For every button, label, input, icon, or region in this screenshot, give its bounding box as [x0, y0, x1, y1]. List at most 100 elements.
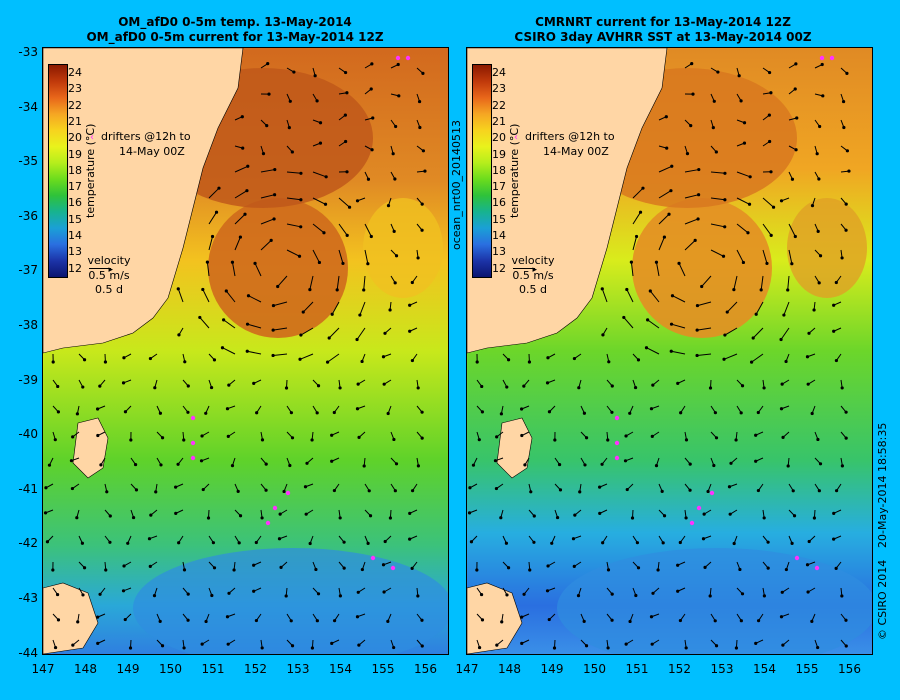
current-arrow-head — [754, 312, 758, 316]
current-arrow-head — [342, 566, 346, 570]
drifter-point — [689, 520, 695, 526]
current-arrow-head — [347, 205, 352, 209]
current-arrow-head — [786, 288, 790, 292]
current-arrow-head — [754, 433, 758, 437]
current-arrow-head — [305, 461, 309, 465]
current-arrow-head — [103, 360, 108, 364]
current-arrow-head — [779, 199, 784, 203]
right-map-panel[interactable] — [466, 47, 873, 655]
current-arrow-head — [650, 434, 654, 438]
current-arrow — [646, 347, 660, 355]
current-arrow-head — [260, 438, 265, 442]
current-arrow-head — [506, 358, 511, 362]
current-arrow-head — [817, 177, 821, 181]
left-map-panel[interactable] — [42, 47, 449, 655]
current-arrow-head — [739, 99, 743, 103]
current-arrow — [630, 262, 634, 277]
current-arrow-head — [520, 433, 524, 438]
current-arrow-head — [245, 349, 249, 353]
drifter-point — [819, 55, 825, 61]
current-arrow-head — [252, 589, 256, 593]
current-arrow-head — [391, 152, 395, 156]
current-arrow-head — [624, 434, 628, 438]
current-arrow-head — [246, 164, 250, 168]
current-arrow-head — [371, 116, 375, 120]
current-arrow-head — [572, 564, 576, 568]
current-arrow-head — [423, 169, 427, 173]
current-arrow-head — [53, 438, 57, 442]
current-arrow-head — [416, 386, 420, 390]
current-arrow-head — [832, 329, 836, 333]
current-arrow — [710, 171, 725, 174]
current-arrow-head — [679, 411, 683, 415]
current-arrow-head — [288, 99, 292, 103]
current-arrow-head — [816, 229, 820, 233]
current-arrow-head — [834, 280, 838, 285]
current-arrow-head — [421, 149, 425, 153]
current-arrow-head — [210, 234, 215, 239]
current-arrow-head — [844, 436, 848, 440]
current-arrow-head — [495, 435, 499, 439]
current-arrow-head — [355, 337, 359, 342]
current-arrow — [671, 350, 686, 355]
current-arrow-head — [345, 233, 349, 237]
current-arrow — [286, 197, 301, 201]
current-arrow — [751, 353, 764, 363]
current-arrow-head — [408, 329, 412, 333]
latitude-label: -34 — [18, 99, 38, 114]
current-arrow — [359, 301, 366, 316]
current-arrow-head — [56, 618, 61, 622]
current-arrow-head — [260, 646, 264, 650]
current-arrow-head — [366, 177, 371, 181]
current-arrow-head — [226, 434, 230, 438]
current-arrow-head — [677, 261, 681, 265]
current-arrow-head — [795, 116, 799, 120]
current-arrow — [647, 319, 660, 329]
current-arrow — [788, 249, 793, 264]
current-arrow-head — [316, 592, 321, 596]
current-arrow-head — [153, 386, 157, 390]
colorbar-tick-label: 15 — [68, 212, 82, 226]
current-arrow-head — [344, 139, 348, 144]
current-arrow — [697, 327, 712, 331]
current-arrow-head — [246, 294, 251, 298]
right-map-title: CMRNRT current for 13-May-2014 12Z CSIRO… — [448, 15, 878, 45]
current-arrow-head — [214, 210, 219, 214]
current-arrow-head — [529, 490, 533, 494]
current-arrow-head — [330, 641, 334, 645]
current-arrow-head — [265, 123, 269, 128]
current-arrow-head — [327, 336, 331, 340]
current-arrow — [234, 236, 241, 251]
current-arrow-head — [739, 619, 743, 623]
current-arrow-head — [160, 436, 165, 440]
current-arrow-head — [154, 490, 158, 494]
current-arrow-head — [358, 313, 362, 317]
current-arrow — [225, 290, 236, 303]
current-arrow — [710, 249, 724, 257]
current-arrow-head — [210, 593, 214, 598]
current-arrow-head — [421, 71, 425, 75]
current-arrow-head — [738, 567, 742, 572]
current-arrow-head — [697, 193, 701, 197]
current-arrow-head — [818, 124, 822, 129]
current-arrow-head — [546, 564, 550, 568]
colorbar-tick-label: 19 — [492, 147, 506, 161]
current-arrow-head — [330, 433, 334, 437]
current-arrow — [760, 275, 764, 290]
current-arrow — [632, 211, 641, 225]
current-arrow-head — [290, 436, 295, 440]
current-arrow-head — [267, 92, 271, 96]
current-arrow-head — [393, 281, 397, 285]
current-arrow-head — [582, 619, 586, 623]
current-arrow-head — [186, 410, 190, 414]
current-arrow-head — [332, 410, 336, 415]
current-arrow-head — [330, 459, 334, 463]
current-arrow-head — [330, 312, 334, 316]
drifter-marker-icon: ‹ — [514, 132, 518, 143]
current-arrow-head — [749, 360, 754, 364]
current-arrow-head — [182, 646, 186, 650]
current-arrow-head — [812, 516, 817, 520]
current-arrow-head — [711, 126, 715, 130]
current-arrow-head — [45, 540, 50, 544]
current-arrow-head — [96, 615, 100, 619]
